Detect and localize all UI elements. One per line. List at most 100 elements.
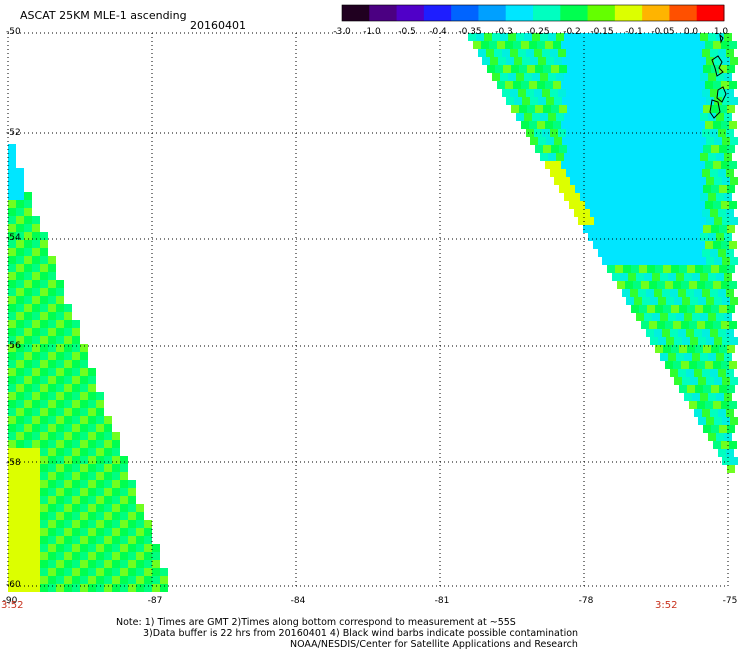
swath-cell [16, 216, 24, 224]
swath-cell [40, 360, 48, 368]
swath-cell [654, 209, 662, 217]
swath-cell [652, 313, 660, 321]
swath-cell [652, 153, 660, 161]
swath-cell [730, 137, 738, 145]
swath-cell [136, 568, 144, 576]
swath-cell [700, 113, 708, 121]
swath-cell [697, 361, 705, 369]
swath-cell [684, 353, 692, 361]
swath-cell [729, 161, 737, 169]
swath-cell [647, 105, 655, 113]
swath-cell [682, 297, 690, 305]
longitude-label: -75 [722, 596, 738, 606]
swath-cell [622, 49, 630, 57]
swath-cell [64, 440, 72, 448]
swath-cell [642, 97, 650, 105]
swath-cell [32, 288, 40, 296]
swath-cell [64, 480, 72, 488]
swath-cell [492, 33, 500, 41]
swath-cell [32, 408, 40, 416]
swath-cell [524, 73, 532, 81]
swath-cell [639, 145, 647, 153]
swath-cell [674, 137, 682, 145]
swath-cell [16, 528, 24, 536]
swath-cell [729, 81, 737, 89]
swath-cell [532, 113, 540, 121]
swath-cell [690, 297, 698, 305]
swath-cell [104, 560, 112, 568]
swath-cell [538, 137, 546, 145]
note-line-2: 3)Data buffer is 22 hrs from 20160401 4)… [143, 628, 579, 639]
swath-cell [660, 313, 668, 321]
swath-cell [601, 201, 609, 209]
swath-cell [604, 113, 612, 121]
swath-cell [687, 345, 695, 353]
swath-cell [8, 240, 16, 248]
swath-cell [670, 169, 678, 177]
swath-cell [671, 105, 679, 113]
swath-cell [662, 329, 670, 337]
swath-cell [72, 512, 80, 520]
swath-cell [128, 544, 136, 552]
swath-cell [96, 440, 104, 448]
swath-cell [711, 105, 719, 113]
swath-cell [695, 385, 703, 393]
swath-cell [618, 257, 626, 265]
swath-cell [671, 225, 679, 233]
swath-cell [658, 297, 666, 305]
swath-cell [136, 528, 144, 536]
swath-cell [639, 65, 647, 73]
swath-cell [662, 209, 670, 217]
swath-cell [550, 89, 558, 97]
swath-cell [16, 544, 24, 552]
swath-cell [634, 297, 642, 305]
swath-cell [522, 97, 530, 105]
swath-cell [711, 185, 719, 193]
swath-cell [24, 472, 32, 480]
swath-cell [703, 65, 711, 73]
swath-cell [32, 496, 40, 504]
swath-cell [713, 361, 721, 369]
swath-cell [654, 129, 662, 137]
swath-cell [32, 568, 40, 576]
swath-cell [16, 576, 24, 584]
swath-cell [551, 65, 559, 73]
swath-cell [513, 41, 521, 49]
swath-cell [529, 41, 537, 49]
swath-cell [671, 185, 679, 193]
swath-cell [708, 233, 716, 241]
swath-cell [596, 33, 604, 41]
swath-cell [644, 33, 652, 41]
swath-cell [730, 457, 738, 465]
swath-cell [670, 329, 678, 337]
swath-cell [646, 89, 654, 97]
swath-cell [64, 560, 72, 568]
swath-cell [626, 57, 634, 65]
swath-cell [647, 225, 655, 233]
swath-cell [726, 249, 734, 257]
swath-cell [698, 297, 706, 305]
swath-cell [104, 488, 112, 496]
swath-cell [711, 345, 719, 353]
swath-cell [642, 217, 650, 225]
swath-cell [16, 312, 24, 320]
swath-cell [80, 344, 88, 352]
swath-cell [558, 129, 566, 137]
swath-cell [660, 193, 668, 201]
swath-cell [64, 464, 72, 472]
swath-cell [8, 432, 16, 440]
swath-cell [8, 448, 16, 456]
swath-cell [623, 145, 631, 153]
swath-cell [16, 240, 24, 248]
swath-cell [588, 193, 596, 201]
swath-cell [128, 496, 136, 504]
swath-cell [40, 472, 48, 480]
swath-cell [714, 217, 722, 225]
longitude-label: -90 [2, 596, 18, 606]
swath-cell [572, 193, 580, 201]
swath-cell [652, 113, 660, 121]
swath-cell [705, 81, 713, 89]
swath-cell [8, 336, 16, 344]
swath-cell [40, 464, 48, 472]
swath-cell [703, 305, 711, 313]
